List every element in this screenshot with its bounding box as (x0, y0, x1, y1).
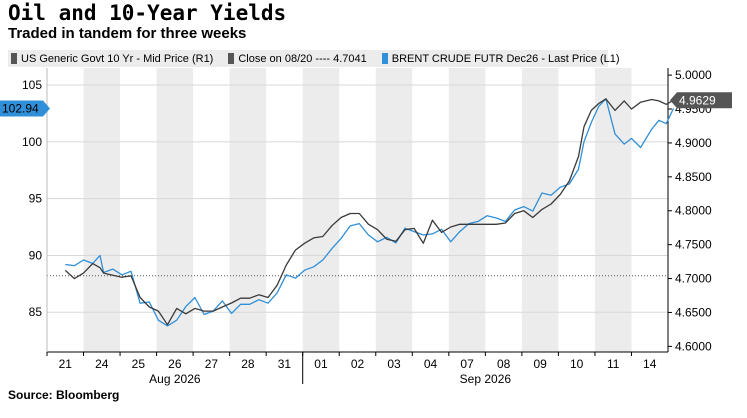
x-tick-label: 09 (533, 357, 547, 371)
brent-last-value-tag (0, 100, 50, 117)
x-tick-label: 04 (424, 357, 438, 371)
x-tick-label: 31 (278, 357, 292, 371)
x-tick-label: 28 (241, 357, 255, 371)
legend-swatch-brent (381, 53, 388, 64)
x-tick-label: 27 (205, 357, 219, 371)
source-note: Source: Bloomberg (8, 388, 120, 402)
right-tick-label: 4.6000 (675, 339, 712, 353)
x-tick-label: 24 (95, 357, 109, 371)
left-tick-label: 90 (29, 248, 43, 262)
left-tick-label: 105 (22, 78, 42, 92)
x-tick-label: 10 (570, 357, 584, 371)
shade-column (594, 68, 632, 352)
right-tick-label: 4.8500 (675, 170, 712, 184)
right-tick-label: 4.8000 (675, 204, 712, 218)
right-tick-label: 5.0000 (675, 68, 712, 82)
right-tick-label: 4.7500 (675, 238, 712, 252)
x-tick-label: 08 (497, 357, 511, 371)
x-tick-label: 01 (314, 357, 328, 371)
brent-last-value-label: 102.94 (2, 101, 39, 115)
x-tick-label: 07 (460, 357, 474, 371)
brent-series-line (65, 98, 675, 327)
yield-last-value-tag (670, 92, 732, 109)
left-tick-label: 95 (29, 192, 43, 206)
shade-column (83, 68, 121, 352)
month-label: Aug 2026 (149, 372, 201, 386)
shade-column (156, 68, 194, 352)
chart-subtitle: Traded in tandem for three weeks (8, 25, 247, 42)
right-tick-label: 4.9000 (675, 136, 712, 150)
yield-series-line (64, 98, 674, 326)
legend-item-yield: US Generic Govt 10 Yr - Mid Price (R1) (8, 53, 213, 65)
legend-swatch-yield (11, 53, 17, 64)
legend-item-close: Close on 08/20 ---- 4.7041 (225, 52, 367, 65)
legend: US Generic Govt 10 Yr - Mid Price (R1) C… (8, 50, 620, 67)
shade-column (302, 68, 340, 352)
left-tick-label: 100 (22, 135, 42, 149)
legend-swatch-close (228, 53, 235, 64)
yield-last-value-label: 4.9629 (679, 93, 716, 107)
x-tick-label: 11 (607, 357, 620, 371)
legend-label-close: Close on 08/20 ---- 4.7041 (238, 52, 367, 65)
legend-label-yield: US Generic Govt 10 Yr - Mid Price (R1) (21, 52, 214, 65)
right-tick-label: 4.6500 (675, 305, 712, 319)
month-label: Sep 2026 (460, 372, 512, 386)
x-tick-label: 25 (132, 357, 146, 371)
shade-column (521, 68, 559, 352)
x-tick-label: 14 (643, 357, 657, 371)
chart-title: Oil and 10-Year Yields (8, 1, 287, 25)
x-tick-label: 02 (351, 357, 365, 371)
x-tick-label: 03 (387, 357, 401, 371)
legend-item-brent: BRENT CRUDE FUTR Dec26 - Last Price (L1) (379, 53, 620, 65)
right-tick-label: 4.7000 (675, 272, 712, 286)
left-tick-label: 85 (29, 305, 43, 319)
shade-column (448, 68, 486, 352)
x-tick-label: 26 (168, 357, 182, 371)
x-tick-label: 21 (59, 357, 73, 371)
shade-column (375, 68, 413, 352)
legend-label-brent: BRENT CRUDE FUTR Dec26 - Last Price (L1) (391, 52, 620, 65)
